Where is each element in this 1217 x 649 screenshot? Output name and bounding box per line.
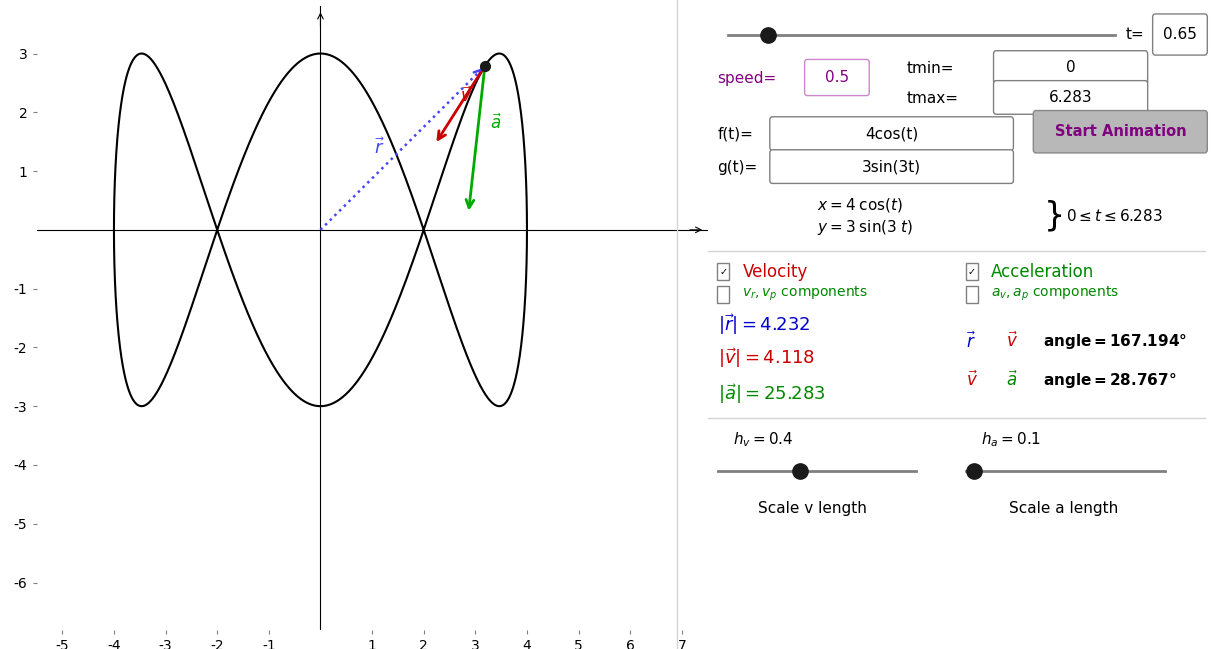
Text: 0.5: 0.5 (825, 70, 849, 85)
Text: $\vec{a}$: $\vec{a}$ (490, 114, 503, 134)
Text: 0: 0 (1066, 60, 1076, 75)
Text: $\vec{v}$: $\vec{v}$ (1006, 332, 1017, 351)
FancyBboxPatch shape (770, 117, 1014, 151)
Text: $\mathbf{angle = 28.767°}$: $\mathbf{angle = 28.767°}$ (1043, 371, 1177, 390)
FancyBboxPatch shape (993, 80, 1148, 114)
Text: $0 \leq t \leq 6.283$: $0 \leq t \leq 6.283$ (1066, 208, 1162, 224)
FancyBboxPatch shape (770, 150, 1014, 184)
Text: ✓: ✓ (968, 267, 976, 277)
Text: $y = 3\;\sin(3\;t)$: $y = 3\;\sin(3\;t)$ (817, 218, 913, 237)
Text: 6.283: 6.283 (1049, 90, 1093, 105)
Text: Start Animation: Start Animation (1054, 124, 1187, 140)
FancyBboxPatch shape (804, 60, 869, 95)
FancyBboxPatch shape (1033, 110, 1207, 153)
FancyBboxPatch shape (966, 286, 978, 302)
Text: tmin=: tmin= (907, 61, 954, 77)
Text: $| \vec{r} | = 4.232$: $| \vec{r} | = 4.232$ (718, 312, 811, 337)
Text: $x = 4\;\cos(t)$: $x = 4\;\cos(t)$ (817, 195, 903, 214)
Text: $\vec{v}$: $\vec{v}$ (966, 371, 978, 390)
Text: $v_r, v_p$ components: $v_r, v_p$ components (742, 285, 869, 304)
Text: $\vec{r}$: $\vec{r}$ (375, 137, 385, 158)
FancyBboxPatch shape (717, 263, 729, 280)
Text: f(t)=: f(t)= (718, 127, 753, 141)
Text: Scale v length: Scale v length (758, 500, 867, 515)
Text: t=: t= (1126, 27, 1144, 42)
Text: 0.65: 0.65 (1163, 27, 1196, 42)
Text: Scale a length: Scale a length (1009, 500, 1117, 515)
Text: speed=: speed= (718, 71, 776, 86)
FancyBboxPatch shape (717, 286, 729, 302)
Text: $\vec{a}$: $\vec{a}$ (1006, 371, 1017, 390)
Text: $h_a = 0.1$: $h_a = 0.1$ (981, 430, 1042, 449)
Text: 4cos(t): 4cos(t) (865, 126, 919, 141)
Text: ✓: ✓ (719, 267, 728, 277)
Text: $| \vec{a} | = 25.283$: $| \vec{a} | = 25.283$ (718, 382, 825, 406)
Text: tmax=: tmax= (907, 92, 959, 106)
Text: $\mathbf{angle = 167.194°}$: $\mathbf{angle = 167.194°}$ (1043, 332, 1188, 351)
Text: $h_v = 0.4$: $h_v = 0.4$ (733, 430, 793, 449)
Text: g(t)=: g(t)= (718, 160, 758, 175)
Text: Acceleration: Acceleration (991, 263, 1094, 281)
FancyBboxPatch shape (993, 51, 1148, 84)
Text: $\}$: $\}$ (1043, 199, 1062, 234)
Text: $| \vec{v} | = 4.118$: $| \vec{v} | = 4.118$ (718, 347, 814, 371)
Text: $\vec{v}$: $\vec{v}$ (460, 86, 472, 106)
Text: 3sin(3t): 3sin(3t) (862, 159, 921, 174)
Text: Velocity: Velocity (742, 263, 808, 281)
FancyBboxPatch shape (966, 263, 978, 280)
Text: $\vec{r}$: $\vec{r}$ (966, 332, 976, 352)
FancyBboxPatch shape (1152, 14, 1207, 55)
Text: $a_v, a_p$ components: $a_v, a_p$ components (991, 285, 1120, 304)
